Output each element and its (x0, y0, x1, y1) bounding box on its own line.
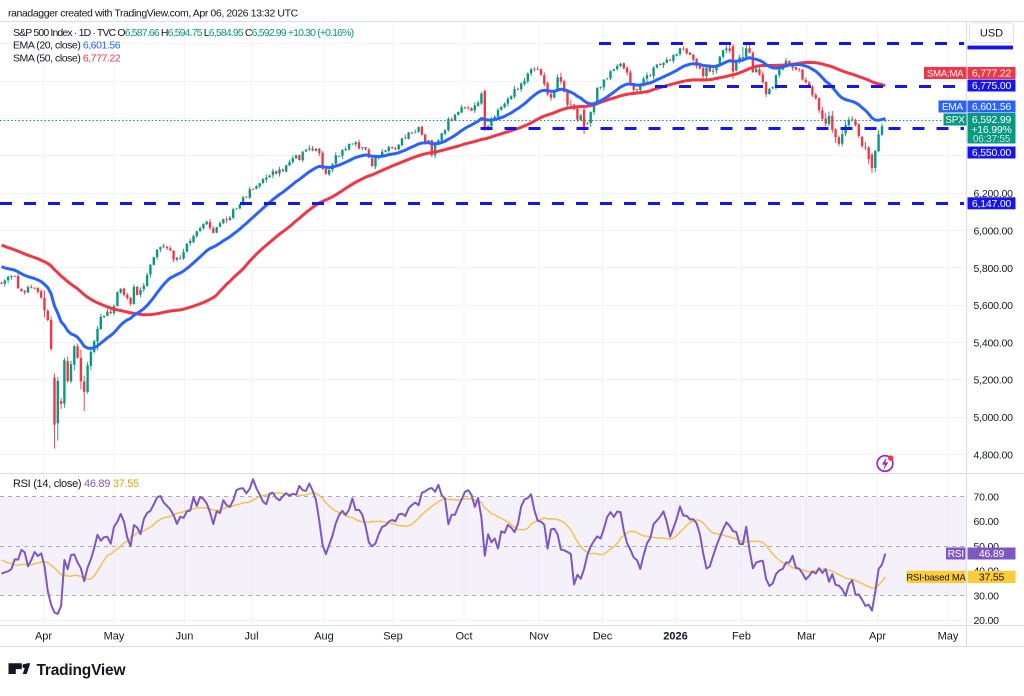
svg-text:6,200.00: 6,200.00 (974, 188, 1014, 200)
svg-text:Sep: Sep (383, 631, 403, 643)
svg-text:5,800.00: 5,800.00 (974, 263, 1014, 275)
svg-text:46.89: 46.89 (979, 548, 1005, 560)
svg-text:2026: 2026 (663, 631, 687, 643)
svg-text:Apr: Apr (869, 631, 886, 643)
svg-text:RSI-based MA: RSI-based MA (906, 573, 966, 584)
svg-text:37.55: 37.55 (979, 572, 1005, 584)
svg-text:6,592.99: 6,592.99 (972, 114, 1012, 126)
svg-text:Feb: Feb (732, 631, 751, 643)
svg-text:Oct: Oct (455, 631, 472, 643)
svg-text:Nov: Nov (529, 631, 549, 643)
svg-text:5,600.00: 5,600.00 (974, 300, 1014, 312)
svg-text:20.00: 20.00 (974, 615, 1000, 627)
svg-text:SMA (50, close) 6,777.22: SMA (50, close) 6,777.22 (13, 52, 121, 64)
svg-text:ranadagger created with Tradin: ranadagger created with TradingView.com,… (8, 8, 299, 20)
svg-text:Jun: Jun (176, 631, 194, 643)
svg-text:4,800.00: 4,800.00 (974, 449, 1014, 461)
svg-text:06:37:55: 06:37:55 (973, 134, 1011, 145)
svg-text:S&P 500 Index · 1D · TVC O6,58: S&P 500 Index · 1D · TVC O6,587.66 H6,59… (13, 27, 354, 39)
svg-text:6,550.00: 6,550.00 (972, 147, 1012, 159)
svg-text:Aug: Aug (314, 631, 334, 643)
svg-text:5,400.00: 5,400.00 (974, 337, 1014, 349)
svg-text:SPX: SPX (945, 115, 965, 126)
svg-text:30.00: 30.00 (974, 590, 1000, 602)
svg-text:6,147.00: 6,147.00 (972, 198, 1012, 210)
svg-text:70.00: 70.00 (974, 491, 1000, 503)
svg-text:+16.99%: +16.99% (971, 124, 1011, 136)
svg-text:RSI (14, close) 46.89 37.55: RSI (14, close) 46.89 37.55 (13, 478, 139, 490)
svg-text:May: May (104, 631, 125, 643)
svg-text:6,601.56: 6,601.56 (972, 101, 1012, 113)
svg-text:TradingView: TradingView (37, 662, 127, 679)
svg-text:5,000.00: 5,000.00 (974, 412, 1014, 424)
svg-text:Dec: Dec (593, 631, 613, 643)
svg-text:Mar: Mar (797, 631, 816, 643)
svg-text:5,200.00: 5,200.00 (974, 375, 1014, 387)
svg-text:Jul: Jul (244, 631, 258, 643)
svg-text:USD: USD (980, 28, 1003, 40)
svg-text:RSI: RSI (948, 549, 964, 560)
svg-text:6,000.00: 6,000.00 (974, 225, 1014, 237)
svg-text:6,775.00: 6,775.00 (972, 80, 1012, 92)
svg-text:6,777.22: 6,777.22 (972, 68, 1012, 80)
svg-text:May: May (938, 631, 959, 643)
svg-text:EMA: EMA (942, 102, 964, 113)
svg-text:60.00: 60.00 (974, 516, 1000, 528)
svg-text:Apr: Apr (35, 631, 52, 643)
svg-text:SMA:MA: SMA:MA (927, 69, 964, 80)
svg-text:EMA (20, close) 6,601.56: EMA (20, close) 6,601.56 (13, 40, 121, 52)
